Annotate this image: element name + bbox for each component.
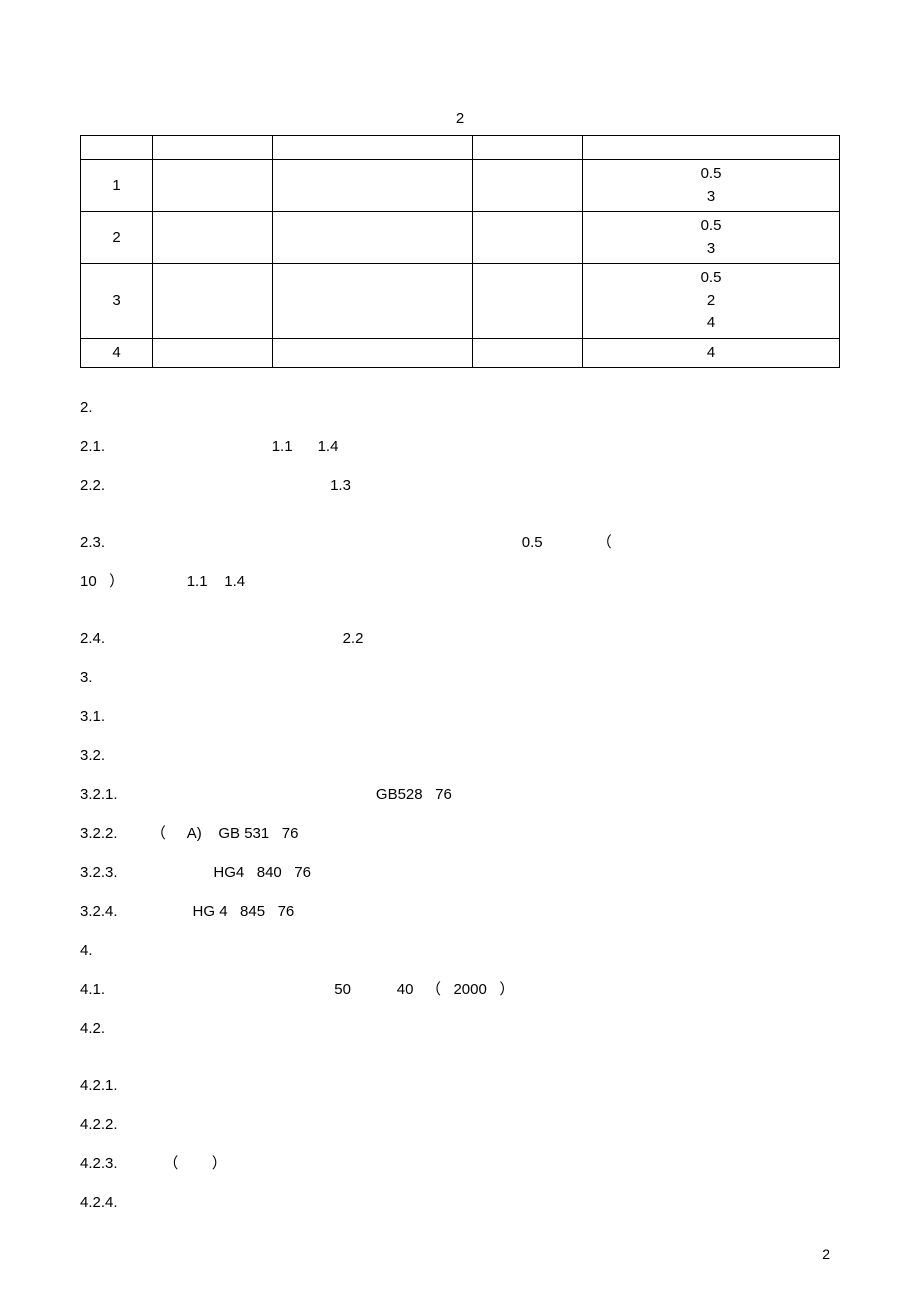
- table-caption: 2: [80, 110, 840, 127]
- table-row: 10.53: [81, 160, 840, 212]
- table-cell: 1: [81, 160, 153, 212]
- table-cell: 0.53: [583, 160, 840, 212]
- table-header-row: [81, 136, 840, 160]
- table-header-cell: [583, 136, 840, 160]
- text-line: 4.: [80, 931, 840, 970]
- table-cell: [273, 160, 473, 212]
- table-header-cell: [153, 136, 273, 160]
- text-line: 3.2.2. （ A) GB 531 76: [80, 814, 840, 853]
- text-line: 4.2.: [80, 1009, 840, 1048]
- table-cell: [273, 212, 473, 264]
- text-line: [80, 601, 840, 619]
- text-line: [80, 505, 840, 523]
- table-cell: 4: [81, 338, 153, 368]
- table-row: 20.53: [81, 212, 840, 264]
- text-line: [80, 1048, 840, 1066]
- table-cell: [153, 338, 273, 368]
- text-line: 4.2.3. （ ）: [80, 1144, 840, 1183]
- table-cell: [473, 264, 583, 339]
- text-body: 2.2.1. 1.1 1.42.2. 1.3 2.3.: [80, 388, 840, 1222]
- text-line: 2.2. 1.3: [80, 466, 840, 505]
- data-table: 10.5320.5330.52444: [80, 135, 840, 368]
- table-cell: [273, 264, 473, 339]
- table-cell: 3: [81, 264, 153, 339]
- page-number: 2: [822, 1246, 830, 1262]
- text-line: 4.2.1.: [80, 1066, 840, 1105]
- table-cell: 0.53: [583, 212, 840, 264]
- table-cell: [153, 264, 273, 339]
- text-line: 3.2.1. GB528 76: [80, 775, 840, 814]
- text-line: 3.2.: [80, 736, 840, 775]
- text-line: 2.4. 2.2: [80, 619, 840, 658]
- table-row: 3 0.524: [81, 264, 840, 339]
- text-line: 3.2.3. HG4 840 76: [80, 853, 840, 892]
- table-cell: 4: [583, 338, 840, 368]
- table-header-cell: [473, 136, 583, 160]
- text-line: 3.1.: [80, 697, 840, 736]
- text-line: 2.3. 0.5 （: [80, 523, 840, 562]
- table-cell: 0.524: [583, 264, 840, 339]
- table-cell: [273, 338, 473, 368]
- table-cell: [473, 212, 583, 264]
- text-line: 2.: [80, 388, 840, 427]
- text-line: 10 ） 1.1 1.4: [80, 562, 840, 601]
- table-cell: [153, 212, 273, 264]
- table-header-cell: [273, 136, 473, 160]
- table-cell: [473, 160, 583, 212]
- text-line: 3.2.4. HG 4 845 76: [80, 892, 840, 931]
- text-line: 4.2.2.: [80, 1105, 840, 1144]
- table-cell: [473, 338, 583, 368]
- text-line: 3.: [80, 658, 840, 697]
- table-header-cell: [81, 136, 153, 160]
- table-cell: [153, 160, 273, 212]
- text-line: 4.1. 50 40 （ 2000 ）: [80, 970, 840, 1009]
- table-cell: 2: [81, 212, 153, 264]
- text-line: 4.2.4.: [80, 1183, 840, 1222]
- table-row: 44: [81, 338, 840, 368]
- text-line: 2.1. 1.1 1.4: [80, 427, 840, 466]
